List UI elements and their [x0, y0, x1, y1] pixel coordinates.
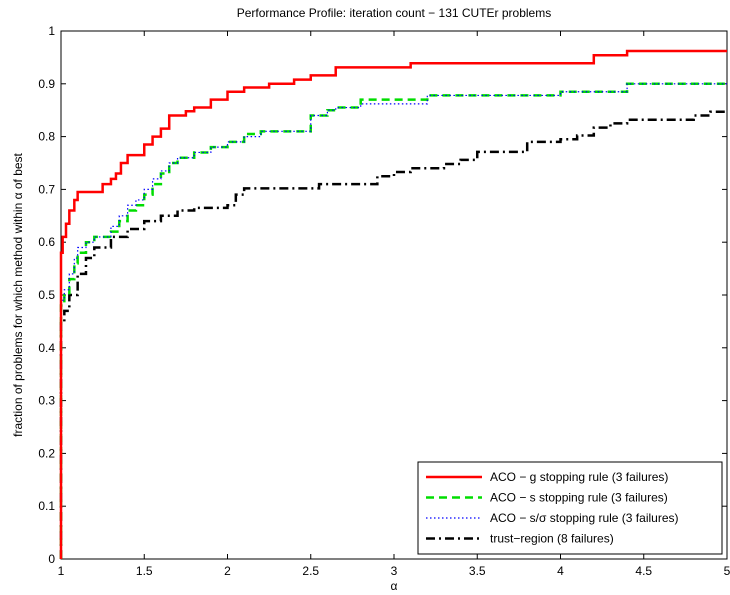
- y-tick-label: 1: [48, 24, 55, 38]
- y-tick-label: 0.1: [38, 499, 55, 513]
- x-axis: 1 1.5 2 2.5 3 3.5 4 4.5 5: [58, 31, 730, 578]
- y-tick-label: 0.9: [38, 77, 55, 91]
- series-line: [60, 83, 727, 559]
- y-tick-label: 0.3: [38, 394, 55, 408]
- legend-entry-label: ACO − g stopping rule (3 failures): [490, 470, 668, 484]
- x-tick-label: 2.5: [302, 564, 319, 578]
- y-tick-label: 0.2: [38, 446, 55, 460]
- y-tick-label: 0.4: [38, 341, 55, 355]
- series-line: [59, 110, 729, 559]
- x-tick-label: 4: [557, 564, 564, 578]
- legend-entry-label: ACO − s/σ stopping rule (3 failures): [490, 511, 678, 525]
- x-tick-label: 3: [391, 564, 398, 578]
- series-layer: [59, 49, 729, 559]
- x-tick-label: 1.5: [136, 564, 153, 578]
- x-tick-label: 1: [58, 564, 65, 578]
- y-tick-label: 0.5: [38, 288, 55, 302]
- legend-entry-label: trust−region (8 failures): [490, 532, 614, 546]
- chart-title: Performance Profile: iteration count − 1…: [237, 6, 551, 20]
- y-tick-label: 0.8: [38, 130, 55, 144]
- y-axis-label: fraction of problems for which method wi…: [11, 152, 25, 436]
- x-tick-label: 4.5: [635, 564, 652, 578]
- y-tick-label: 0.7: [38, 182, 55, 196]
- y-axis: 0 0.1 0.2 0.3 0.4 0.5 0.6 0.7 0.8 0.9 1: [38, 24, 727, 566]
- legend-entry-label: ACO − s stopping rule (3 failures): [490, 491, 668, 505]
- x-tick-label: 5: [724, 564, 730, 578]
- y-tick-label: 0.6: [38, 235, 55, 249]
- legend: ACO − g stopping rule (3 failures) ACO − …: [417, 461, 723, 555]
- x-tick-label: 2: [224, 564, 231, 578]
- x-tick-label: 3.5: [469, 564, 486, 578]
- y-tick-label: 0: [48, 552, 55, 566]
- series-line: [59, 49, 727, 559]
- x-axis-label: α: [391, 579, 398, 593]
